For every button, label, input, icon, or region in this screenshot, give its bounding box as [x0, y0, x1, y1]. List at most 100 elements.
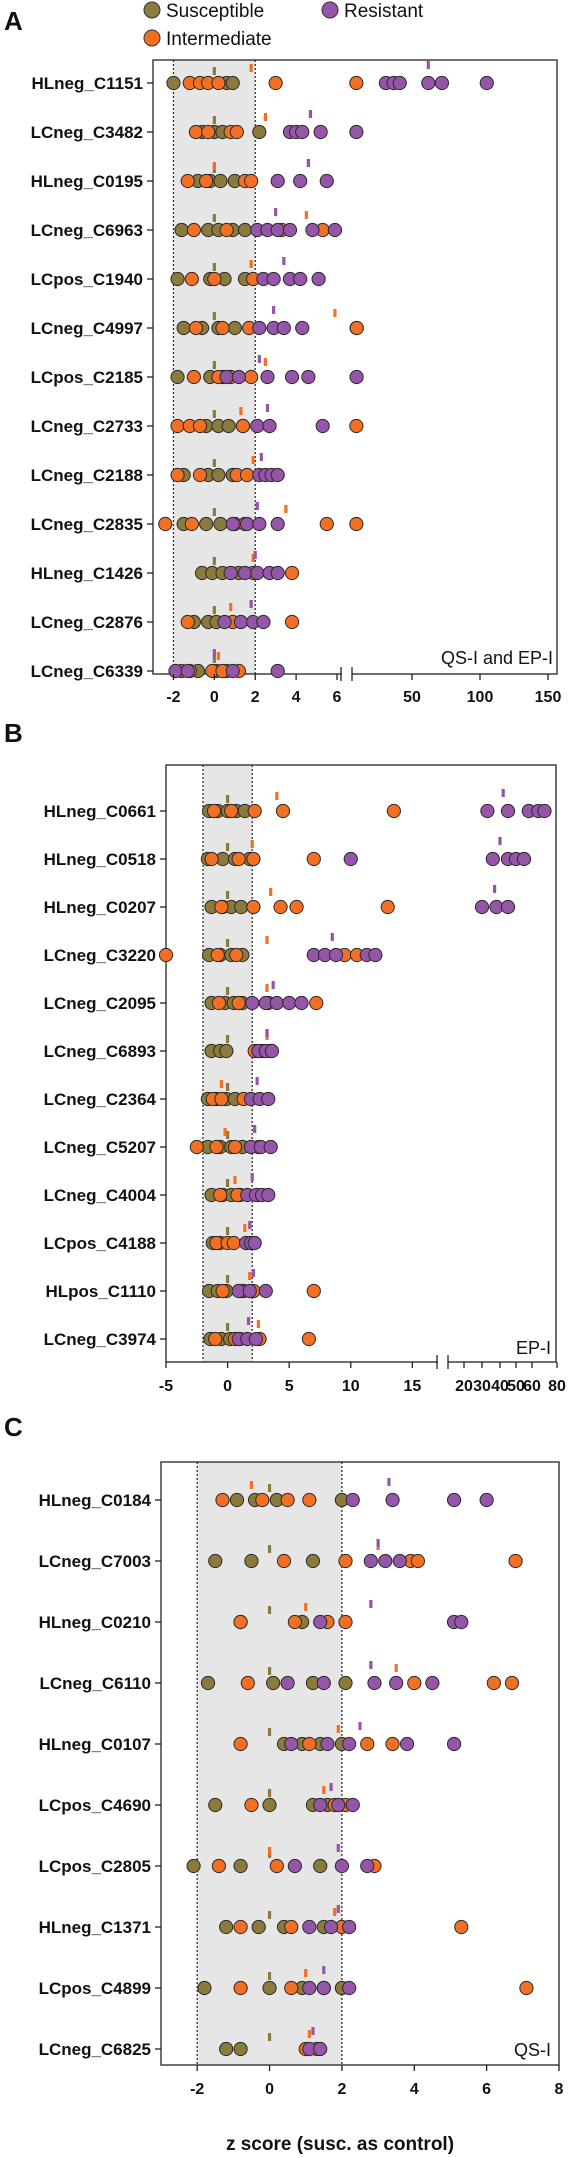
x-tick: 6 — [482, 2065, 491, 2098]
data-point-resistant — [434, 75, 450, 91]
mean-marker-resistant — [336, 1905, 340, 1913]
data-point-resistant — [399, 1736, 415, 1752]
data-point-intermediate — [246, 851, 261, 867]
data-point-resistant — [479, 1492, 494, 1508]
row-lcneg_c4997: LCneg_C4997 — [31, 306, 364, 338]
data-point-intermediate — [349, 516, 364, 532]
data-point-resistant — [250, 418, 265, 434]
mean-marker-resistant — [246, 1317, 251, 1325]
data-point-resistant — [250, 565, 265, 581]
mean-marker-resistant — [329, 1783, 333, 1791]
row-label: LCneg_C6825 — [39, 2040, 151, 2059]
data-point-intermediate — [214, 899, 229, 915]
data-point-susceptible — [213, 173, 228, 189]
data-point-susceptible — [227, 320, 242, 336]
data-point-resistant — [270, 663, 285, 679]
data-point-intermediate — [158, 947, 174, 963]
data-point-intermediate — [284, 614, 300, 630]
data-point-intermediate — [287, 1614, 302, 1630]
row-label: HLneg_C0107 — [39, 1735, 151, 1754]
mean-marker-resistant — [493, 885, 497, 893]
data-point-intermediate — [213, 1187, 228, 1203]
data-point-intermediate — [208, 1331, 223, 1347]
panel-letter: B — [4, 718, 23, 748]
mean-marker-intermediate — [229, 603, 233, 611]
data-point-intermediate — [306, 851, 321, 867]
data-point-intermediate — [233, 1980, 248, 1996]
data-point-resistant — [392, 1553, 407, 1569]
row-label: HLpos_C1110 — [45, 1282, 156, 1301]
row-label: LCneg_C6339 — [31, 662, 143, 681]
mean-marker-resistant — [255, 1077, 259, 1085]
data-point-resistant — [252, 516, 267, 532]
data-point-intermediate — [349, 418, 364, 434]
mean-marker-susceptible — [267, 1911, 272, 1919]
row-label: HLneg_C0210 — [39, 1613, 151, 1632]
data-point-intermediate — [170, 418, 185, 434]
mean-marker-susceptible — [225, 939, 230, 947]
x-tick-label: 4 — [410, 2081, 419, 2098]
mean-marker-susceptible — [225, 1131, 230, 1139]
row-label: LCpos_C4188 — [44, 1234, 156, 1253]
legend-item-intermediate: Intermediate — [143, 29, 272, 50]
data-point-intermediate — [380, 899, 395, 915]
panel-b: B HLneg_C0661 HLneg_C0518 HLneg_C0207 LCneg_… — [4, 718, 566, 1395]
mean-marker-resistant — [308, 110, 313, 118]
row-label: HLneg_C1371 — [39, 1918, 151, 1937]
data-point-susceptible — [186, 1858, 201, 1874]
data-point-resistant — [293, 173, 308, 189]
row-lcpos_c2185: LCpos_C2185 — [31, 355, 364, 387]
mean-marker-intermediate — [336, 1725, 340, 1733]
data-point-resistant — [313, 124, 328, 140]
row-label: LCneg_C3974 — [44, 1330, 157, 1349]
data-point-intermediate — [207, 271, 222, 287]
mean-marker-susceptible — [225, 843, 230, 851]
x-tick: 30 — [473, 1362, 491, 1395]
mean-marker-susceptible — [212, 312, 216, 320]
data-point-resistant — [320, 1736, 335, 1752]
data-point-intermediate — [170, 467, 185, 483]
mean-marker-susceptible — [225, 1035, 230, 1043]
data-point-intermediate — [309, 995, 324, 1011]
data-point-resistant — [270, 467, 285, 483]
row-label: LCneg_C2188 — [31, 466, 143, 485]
data-point-intermediate — [209, 1139, 224, 1155]
data-point-susceptible — [174, 222, 189, 238]
legend-item-resistant: Resistant — [321, 1, 424, 22]
data-point-intermediate — [306, 1283, 321, 1299]
legend-marker-susceptible — [143, 1, 161, 19]
data-point-resistant — [256, 614, 271, 630]
data-point-susceptible — [208, 1797, 223, 1813]
data-point-resistant — [363, 1553, 378, 1569]
data-point-intermediate — [319, 516, 334, 532]
data-point-intermediate — [504, 1675, 520, 1691]
data-point-susceptible — [305, 1553, 321, 1569]
data-point-resistant — [284, 1736, 299, 1752]
row-label: HLneg_C0661 — [44, 802, 156, 821]
data-point-susceptible — [338, 1675, 353, 1691]
data-point-intermediate — [211, 1858, 226, 1874]
data-point-susceptible — [219, 1043, 234, 1059]
data-point-resistant — [378, 1553, 393, 1569]
data-point-resistant — [282, 222, 298, 238]
mean-marker-susceptible — [212, 606, 216, 614]
x-tick-label: 40 — [491, 1378, 509, 1395]
data-point-susceptible — [170, 271, 185, 287]
row-lcneg_c2188: LCneg_C2188 — [31, 453, 285, 485]
row-hlpos_c1110: HLpos_C1110 — [45, 1269, 321, 1301]
data-point-susceptible — [208, 1553, 223, 1569]
chart-panels: A HLneg_C1151 LCneg_C3482 HLneg_C0195 LCneg_… — [4, 6, 566, 2155]
mean-marker-intermediate — [394, 1664, 398, 1672]
row-label: LCneg_C2835 — [31, 515, 143, 534]
data-point-susceptible — [233, 1858, 248, 1874]
data-point-intermediate — [247, 803, 262, 819]
panel-letter: A — [4, 6, 23, 36]
x-tick: -2 — [190, 2065, 204, 2098]
row-lcneg_c2095: LCneg_C2095 — [44, 981, 324, 1013]
data-point-susceptible — [262, 1797, 277, 1813]
data-point-resistant — [270, 173, 285, 189]
data-point-resistant — [345, 1492, 360, 1508]
data-point-intermediate — [454, 1919, 469, 1935]
data-point-intermediate — [158, 516, 173, 532]
x-tick: 60 — [523, 1362, 541, 1395]
